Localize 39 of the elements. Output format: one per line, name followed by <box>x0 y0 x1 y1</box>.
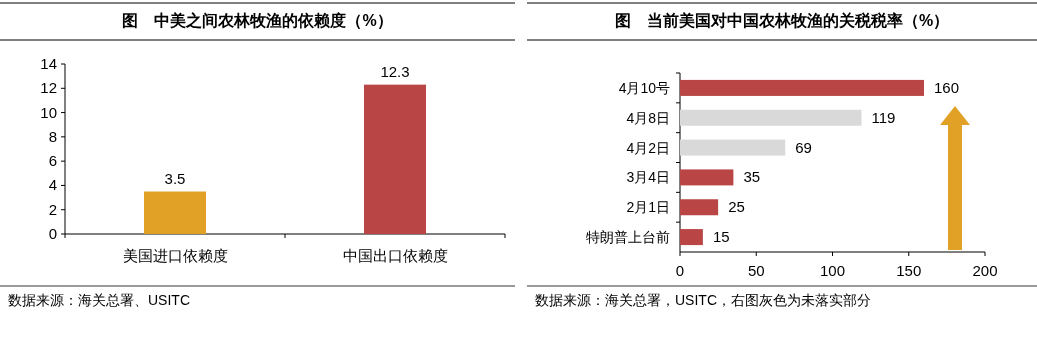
bar <box>680 169 734 186</box>
y-tick-label: 2 <box>48 200 57 218</box>
data-label: 160 <box>934 78 960 96</box>
x-tick-label: 50 <box>747 262 765 279</box>
chart-title: 图 中美之间农林牧渔的依赖度（%） <box>122 11 393 30</box>
y-tick-label: 3月4日 <box>626 169 670 186</box>
y-tick-label: 14 <box>40 55 57 72</box>
y-tick-label: 特朗普上台前 <box>586 229 670 246</box>
y-tick-label: 8 <box>48 127 57 145</box>
y-tick-label: 4月8日 <box>626 109 670 126</box>
x-tick-label: 美国进口依赖度 <box>122 247 228 264</box>
bar <box>680 229 703 246</box>
x-tick-label: 中国出口依赖度 <box>342 247 448 264</box>
bar <box>680 199 719 216</box>
source-note: 数据来源：海关总署，USITC，右图灰色为未落实部分 <box>535 292 871 308</box>
y-tick-label: 2月1日 <box>626 199 670 216</box>
y-tick-label: 4月10号 <box>618 79 670 96</box>
data-label: 12.3 <box>380 62 410 80</box>
x-tick-label: 0 <box>675 262 685 279</box>
y-tick-label: 4 <box>48 176 57 194</box>
x-tick-label: 200 <box>972 262 998 279</box>
data-label: 3.5 <box>164 169 186 187</box>
x-tick-label: 100 <box>819 262 846 279</box>
chart-title: 图 当前美国对中国农林牧渔的关税税率（%） <box>614 11 950 30</box>
y-tick-label: 10 <box>40 103 57 121</box>
bar <box>680 79 924 96</box>
source-note: 数据来源：海关总署、USITC <box>8 292 190 308</box>
data-label: 35 <box>743 168 761 186</box>
y-tick-label: 0 <box>48 225 57 242</box>
data-label: 119 <box>871 108 896 126</box>
data-label: 15 <box>712 228 730 246</box>
y-tick-label: 12 <box>40 79 57 97</box>
y-tick-label: 4月2日 <box>626 139 670 156</box>
x-tick-label: 150 <box>896 262 922 279</box>
bar <box>680 109 862 126</box>
bar <box>680 139 786 156</box>
data-label: 69 <box>795 138 812 156</box>
y-tick-label: 6 <box>48 152 57 170</box>
data-label: 25 <box>728 198 745 216</box>
